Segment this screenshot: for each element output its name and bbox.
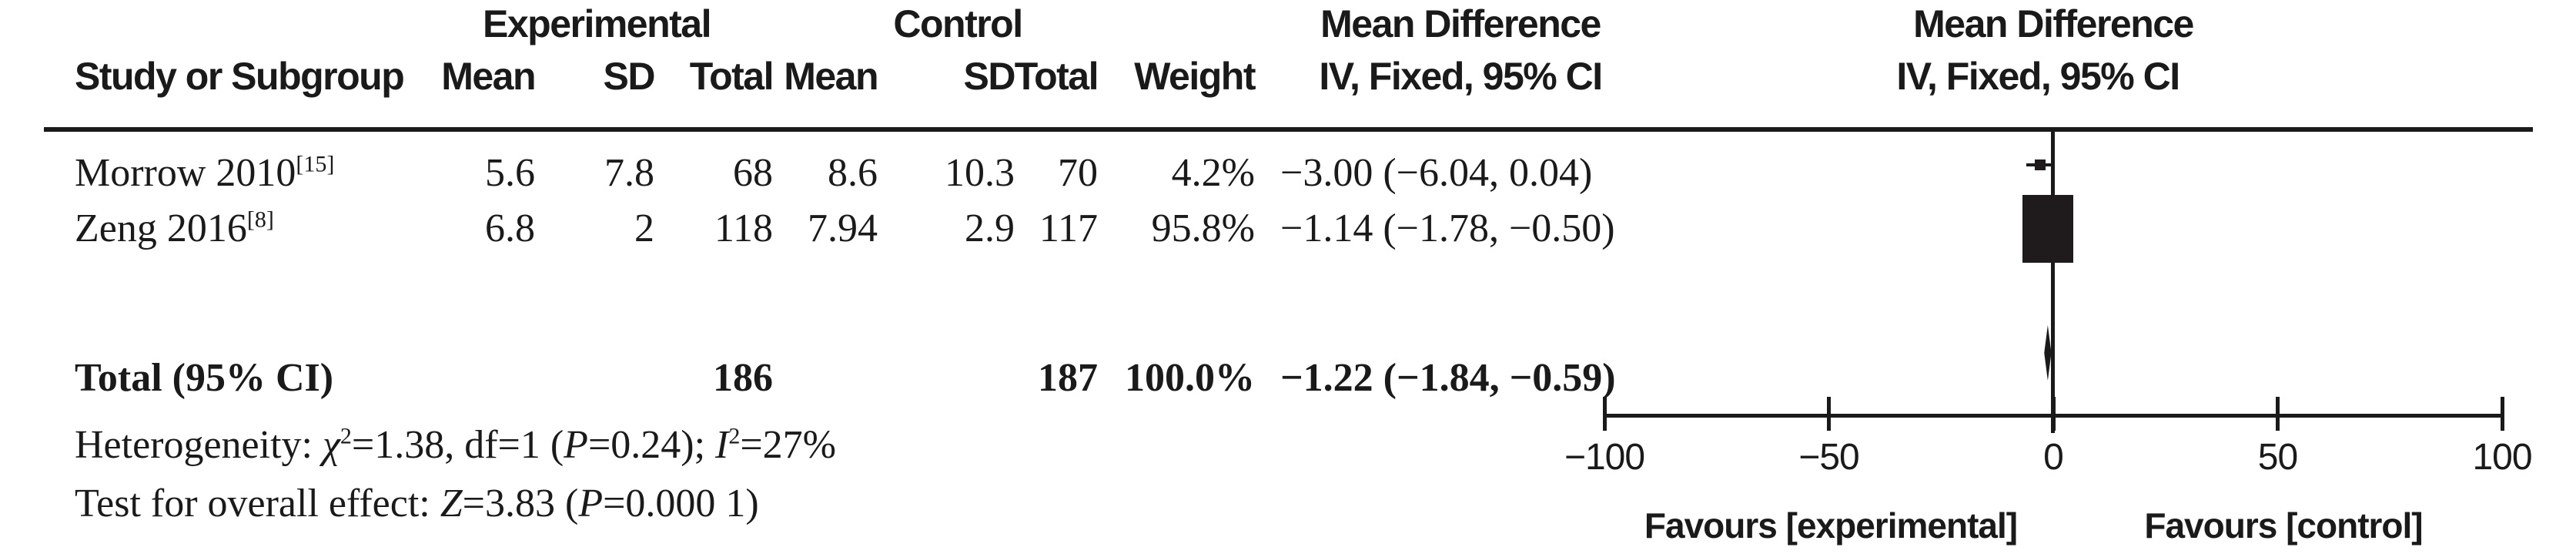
header-mean-difference-plot: Mean Difference [1913,2,2194,45]
weight-value: 4.2% [1171,151,1255,195]
ctrl-mean-value: 8.6 [828,151,878,195]
i-symbol: I [715,423,729,467]
heterogeneity-line: Heterogeneity: χ2=1.38, df=1 (P=0.24); I… [75,422,836,468]
header-exp-total: Total [689,55,774,98]
header-exp-sd: SD [603,55,656,98]
axis-tick-label: −100 [1564,437,1645,478]
total-label: Total (95% CI) [75,356,334,400]
zero-reference-line [2051,129,2055,433]
axis-tick [1827,397,1831,431]
ctrl-total-value: 70 [1058,151,1098,195]
favours-experimental-label: Favours [experimental] [1644,505,2018,546]
header-iv-fixed-plot: IV, Fixed, 95% CI [1896,55,2180,98]
header-study-or-subgroup: Study or Subgroup [75,55,405,98]
axis-tick-label: 0 [2043,437,2064,478]
reference-superscript: [15] [296,151,335,177]
exp-mean-value: 5.6 [485,151,535,195]
table-row-morrow: Morrow 2010[15] 5.6 7.8 68 8.6 10.3 70 4… [0,151,1694,196]
header-weight: Weight [1134,55,1256,98]
heterogeneity-prefix: Heterogeneity: [75,423,323,467]
ctrl-sd-value: 2.9 [965,206,1015,250]
ctrl-total-value: 117 [1039,206,1098,250]
header-exp-mean: Mean [441,55,536,98]
header-mean-difference-column: Mean Difference [1320,2,1601,45]
ctrl-sd-value: 10.3 [945,151,1015,195]
axis-tick-label: −50 [1798,437,1859,478]
effect-square [2034,159,2046,170]
z-value: =3.83 ( [462,482,579,525]
header-iv-fixed-column: IV, Fixed, 95% CI [1319,55,1603,98]
total-md-ci-text: −1.22 (−1.84, −0.59) [1280,356,1616,400]
md-ci-text: −1.14 (−1.78, −0.50) [1280,206,1615,250]
i-squared-value: =27% [740,423,837,467]
p-value: =0.24); [587,423,716,467]
ctrl-mean-value: 7.94 [808,206,878,250]
exp-sd-value: 2 [634,206,654,250]
heterogeneity-values: =1.38, df=1 ( [351,423,564,467]
header-ctrl-sd: SD [963,55,1016,98]
header-control-group: Control [893,2,1023,45]
header-experimental-group: Experimental [482,2,712,45]
favours-control-label: Favours [control] [2144,505,2423,546]
header-divider-rule [44,127,2533,132]
p-value: =0.000 1) [603,482,759,525]
table-row-zeng: Zeng 2016[8] 6.8 2 118 7.94 2.9 117 95.8… [0,206,1694,251]
md-ci-text: −3.00 (−6.04, 0.04) [1280,151,1593,195]
i-exponent: 2 [728,423,741,449]
exp-total-value: 68 [733,151,773,195]
weight-value: 95.8% [1151,206,1255,250]
axis-tick-label: 50 [2257,437,2298,478]
exp-mean-value: 6.8 [485,206,535,250]
forest-plot-area: Favours [experimental] Favours [control]… [1564,129,2533,554]
header-ctrl-total: Total [1014,55,1099,98]
axis-tick-label: 100 [2472,437,2532,478]
exp-total-value: 118 [714,206,773,250]
table-row-total: Total (95% CI) 186 187 100.0% −1.22 (−1.… [0,356,1694,401]
exp-sd-value: 7.8 [604,151,654,195]
study-name: Zeng 2016 [75,206,247,250]
study-label: Morrow 2010[15] [75,151,334,196]
total-diamond [2044,325,2052,381]
p-symbol: P [578,482,604,525]
axis-tick [1602,397,1607,431]
total-exp-total: 186 [713,356,773,400]
chi-symbol: χ [322,423,340,467]
header-ctrl-mean: Mean [784,55,878,98]
total-weight: 100.0% [1125,356,1255,400]
total-ctrl-total: 187 [1038,356,1098,400]
effect-square [2022,195,2074,263]
reference-superscript: [8] [246,206,274,233]
p-symbol: P [564,423,588,467]
overall-prefix: Test for overall effect: [75,482,440,525]
chi-exponent: 2 [340,423,352,449]
study-label: Zeng 2016[8] [75,206,274,251]
axis-tick [2276,397,2280,431]
z-symbol: Z [440,482,463,525]
overall-effect-line: Test for overall effect: Z=3.83 (P=0.000… [75,481,759,527]
axis-tick [2051,397,2056,431]
study-name: Morrow 2010 [75,151,296,195]
axis-tick [2500,397,2504,431]
